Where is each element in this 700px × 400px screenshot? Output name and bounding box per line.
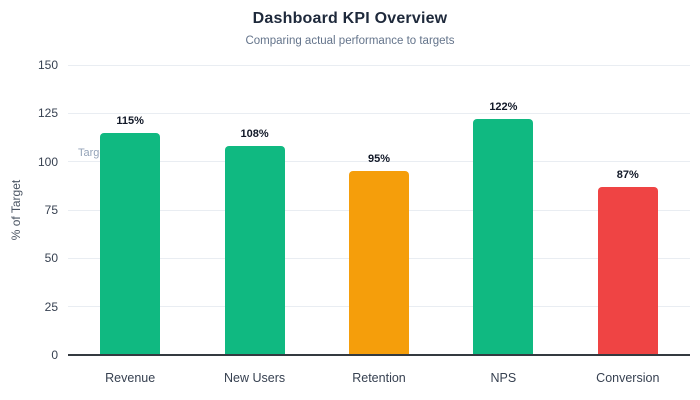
bar-revenue bbox=[100, 132, 161, 355]
y-tick-label: 0 bbox=[51, 348, 58, 362]
x-axis-line bbox=[68, 354, 690, 356]
bar-new-users bbox=[224, 146, 285, 355]
x-tick-label: New Users bbox=[224, 371, 286, 385]
x-tick-label: NPS bbox=[490, 371, 517, 385]
bar-retention bbox=[349, 171, 409, 355]
bar-value-label: 115% bbox=[116, 114, 144, 127]
y-tick-label: 125 bbox=[37, 106, 58, 121]
chart-title: Dashboard KPI Overview bbox=[252, 10, 448, 27]
x-tick-label: Retention bbox=[352, 371, 406, 385]
bar-conversion bbox=[597, 186, 658, 355]
chart-subtitle: Comparing actual performance to targets bbox=[245, 35, 455, 47]
bar-value-label: 108% bbox=[240, 128, 269, 141]
x-tick-label: Conversion bbox=[596, 371, 660, 385]
y-tick-label: 150 bbox=[37, 58, 58, 72]
gridline bbox=[68, 161, 690, 163]
y-tick-label: 25 bbox=[44, 299, 58, 314]
bar-value-label: 122% bbox=[489, 101, 518, 114]
bar-value-label: 95% bbox=[367, 153, 391, 166]
gridline bbox=[68, 112, 690, 114]
bar-nps bbox=[473, 119, 534, 355]
y-tick-label: 75 bbox=[44, 203, 58, 217]
x-tick-label: Revenue bbox=[105, 371, 156, 385]
gridline bbox=[68, 64, 690, 66]
y-tick-label: 50 bbox=[44, 251, 58, 266]
bar-value-label: 87% bbox=[616, 168, 639, 181]
y-tick-label: 100 bbox=[37, 154, 58, 169]
